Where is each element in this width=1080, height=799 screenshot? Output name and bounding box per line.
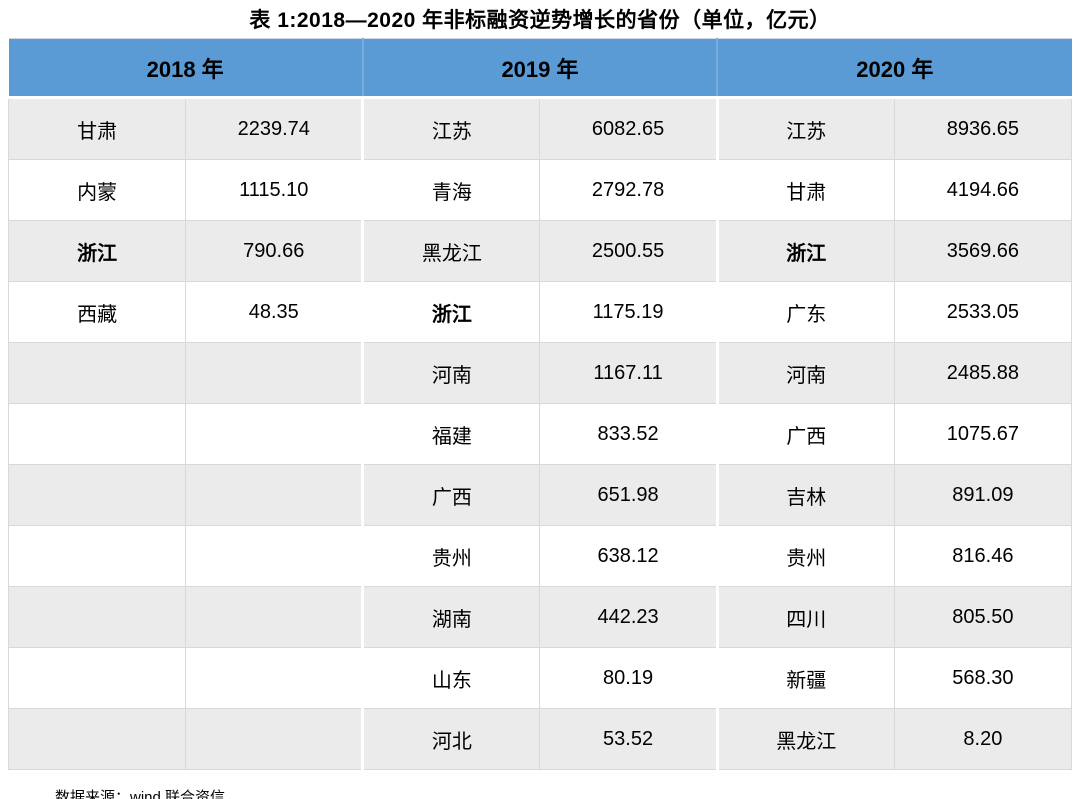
- value-cell: 6082.65: [539, 97, 718, 160]
- value-cell: [185, 464, 364, 526]
- value-cell: 1167.11: [539, 342, 718, 404]
- value-cell: 805.50: [893, 586, 1073, 648]
- province-cell: 贵州: [361, 525, 541, 587]
- table-row: 河北 53.52 黑龙江 8.20: [7, 708, 1073, 770]
- year-header-2020: 2020 年: [716, 38, 1072, 99]
- province-cell: 河南: [715, 342, 895, 404]
- table-row: 甘肃 2239.74 江苏 6082.65 江苏 8936.65: [7, 97, 1073, 160]
- value-cell: 568.30: [893, 647, 1073, 709]
- province-cell: 黑龙江: [361, 220, 541, 282]
- table-row: 湖南 442.23 四川 805.50: [7, 586, 1073, 648]
- province-cell: 黑龙江: [715, 708, 895, 770]
- province-cell: 四川: [715, 586, 895, 648]
- province-financing-table: 2018 年 2019 年 2020 年 甘肃 2239.74 江苏 6082.65 江…: [7, 38, 1073, 770]
- value-cell: 891.09: [893, 464, 1073, 526]
- province-cell: 广西: [361, 464, 541, 526]
- value-cell: 1075.67: [893, 403, 1073, 465]
- value-cell: 2500.55: [539, 220, 718, 282]
- table-row: 内蒙 1115.10 青海 2792.78 甘肃 4194.66: [7, 159, 1073, 221]
- province-cell: 浙江: [361, 281, 541, 343]
- province-cell: 西藏: [7, 281, 187, 343]
- table-body: 甘肃 2239.74 江苏 6082.65 江苏 8936.65 内蒙 1115.10 青海 27…: [7, 97, 1073, 770]
- header-row: 2018 年 2019 年 2020 年: [8, 38, 1072, 99]
- province-cell: 甘肃: [7, 97, 187, 160]
- value-cell: 53.52: [539, 708, 718, 770]
- value-cell: 8.20: [893, 708, 1073, 770]
- province-cell: [7, 342, 187, 404]
- value-cell: 651.98: [539, 464, 718, 526]
- table-row: 西藏 48.35 浙江 1175.19 广东 2533.05: [7, 281, 1073, 343]
- province-cell: 江苏: [715, 97, 895, 160]
- province-cell: [7, 403, 187, 465]
- province-cell: [7, 464, 187, 526]
- data-source-note: 数据来源：wind,联合资信: [55, 789, 226, 799]
- year-header-2019: 2019 年: [361, 38, 718, 99]
- table-row: 贵州 638.12 贵州 816.46: [7, 525, 1073, 587]
- province-cell: 甘肃: [715, 159, 895, 221]
- value-cell: 442.23: [539, 586, 718, 648]
- value-cell: [185, 525, 364, 587]
- province-cell: 广西: [715, 403, 895, 465]
- province-cell: 吉林: [715, 464, 895, 526]
- value-cell: 2485.88: [893, 342, 1073, 404]
- year-header-2018: 2018 年: [8, 38, 363, 99]
- province-cell: [7, 647, 187, 709]
- province-cell: 浙江: [7, 220, 187, 282]
- province-cell: [7, 708, 187, 770]
- value-cell: [185, 342, 364, 404]
- value-cell: [185, 403, 364, 465]
- table-title: 表 1:2018—2020 年非标融资逆势增长的省份（单位，亿元）: [249, 9, 831, 32]
- province-cell: 浙江: [715, 220, 895, 282]
- value-cell: 790.66: [185, 220, 364, 282]
- value-cell: 816.46: [893, 525, 1073, 587]
- province-cell: 河北: [361, 708, 541, 770]
- value-cell: 3569.66: [893, 220, 1073, 282]
- province-cell: 福建: [361, 403, 541, 465]
- value-cell: 48.35: [185, 281, 364, 343]
- province-cell: 新疆: [715, 647, 895, 709]
- table-row: 广西 651.98 吉林 891.09: [7, 464, 1073, 526]
- value-cell: 8936.65: [893, 97, 1073, 160]
- province-cell: 江苏: [361, 97, 541, 160]
- province-cell: 广东: [715, 281, 895, 343]
- value-cell: 2239.74: [185, 97, 364, 160]
- value-cell: 2533.05: [893, 281, 1073, 343]
- value-cell: [185, 647, 364, 709]
- province-cell: 山东: [361, 647, 541, 709]
- table-row: 河南 1167.11 河南 2485.88: [7, 342, 1073, 404]
- table-header: 2018 年 2019 年 2020 年: [8, 38, 1072, 99]
- value-cell: 4194.66: [893, 159, 1073, 221]
- value-cell: 638.12: [539, 525, 718, 587]
- value-cell: [185, 586, 364, 648]
- value-cell: [185, 708, 364, 770]
- province-cell: [7, 525, 187, 587]
- table-row: 山东 80.19 新疆 568.30: [7, 647, 1073, 709]
- province-cell: 贵州: [715, 525, 895, 587]
- value-cell: 2792.78: [539, 159, 718, 221]
- value-cell: 833.52: [539, 403, 718, 465]
- province-cell: 青海: [361, 159, 541, 221]
- province-cell: 河南: [361, 342, 541, 404]
- value-cell: 1175.19: [539, 281, 718, 343]
- table-row: 福建 833.52 广西 1075.67: [7, 403, 1073, 465]
- province-cell: 内蒙: [7, 159, 187, 221]
- value-cell: 80.19: [539, 647, 718, 709]
- province-cell: [7, 586, 187, 648]
- table-row: 浙江 790.66 黑龙江 2500.55 浙江 3569.66: [7, 220, 1073, 282]
- province-cell: 湖南: [361, 586, 541, 648]
- value-cell: 1115.10: [185, 159, 364, 221]
